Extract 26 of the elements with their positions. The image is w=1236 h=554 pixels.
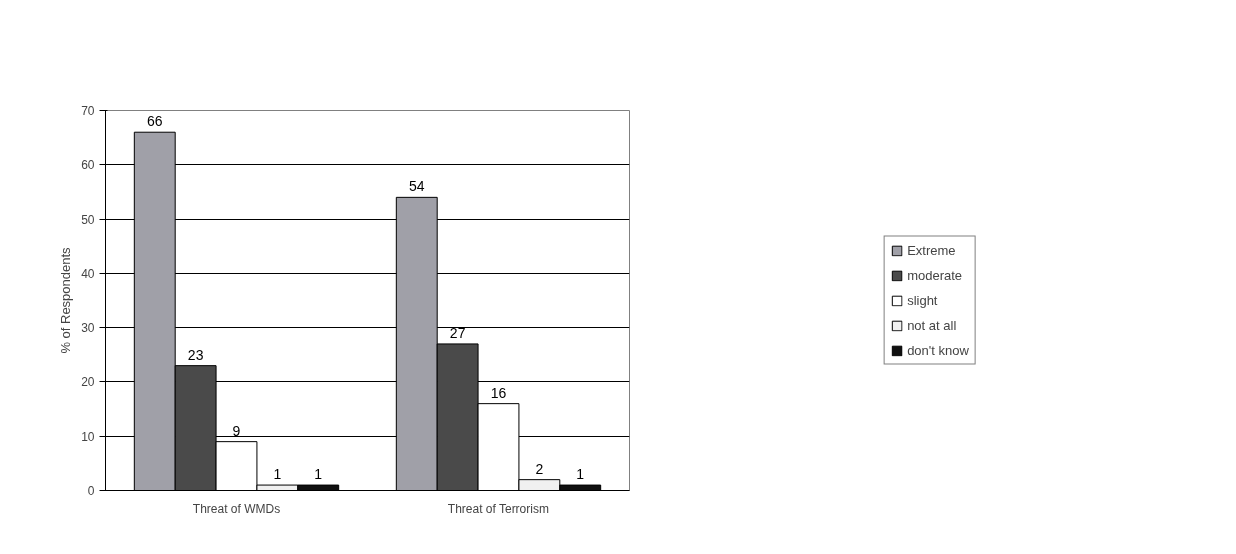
data-label: 1 xyxy=(576,466,585,483)
data-label: 9 xyxy=(232,422,241,439)
y-tick-label: 10 xyxy=(81,429,95,444)
legend-label: Extreme xyxy=(907,242,956,258)
legend-label: slight xyxy=(907,292,938,308)
y-tick-label: 0 xyxy=(87,484,95,498)
y-tick-label: 30 xyxy=(81,321,95,336)
y-tick-label: 60 xyxy=(81,158,95,173)
y-tick-label: 70 xyxy=(81,104,95,118)
y-tick-label: 50 xyxy=(81,212,95,227)
data-label: 16 xyxy=(490,384,507,401)
y-axis-title: % of Respondents xyxy=(58,246,74,354)
x-tick-label: Threat of WMDs xyxy=(192,501,281,516)
data-label: 23 xyxy=(187,346,204,363)
legend-label: moderate xyxy=(907,267,963,283)
data-label: 1 xyxy=(314,466,323,483)
legend-label: not at all xyxy=(907,317,957,333)
x-tick-label: Threat of Terrorism xyxy=(447,501,549,516)
data-label: 2 xyxy=(535,460,544,477)
data-label: 27 xyxy=(449,324,466,341)
y-tick-label: 40 xyxy=(81,266,95,281)
data-label: 66 xyxy=(146,113,163,130)
legend-label: don't know xyxy=(907,342,969,358)
data-label: 54 xyxy=(408,178,425,195)
y-tick-label: 20 xyxy=(81,375,95,390)
data-label: 1 xyxy=(273,466,282,483)
